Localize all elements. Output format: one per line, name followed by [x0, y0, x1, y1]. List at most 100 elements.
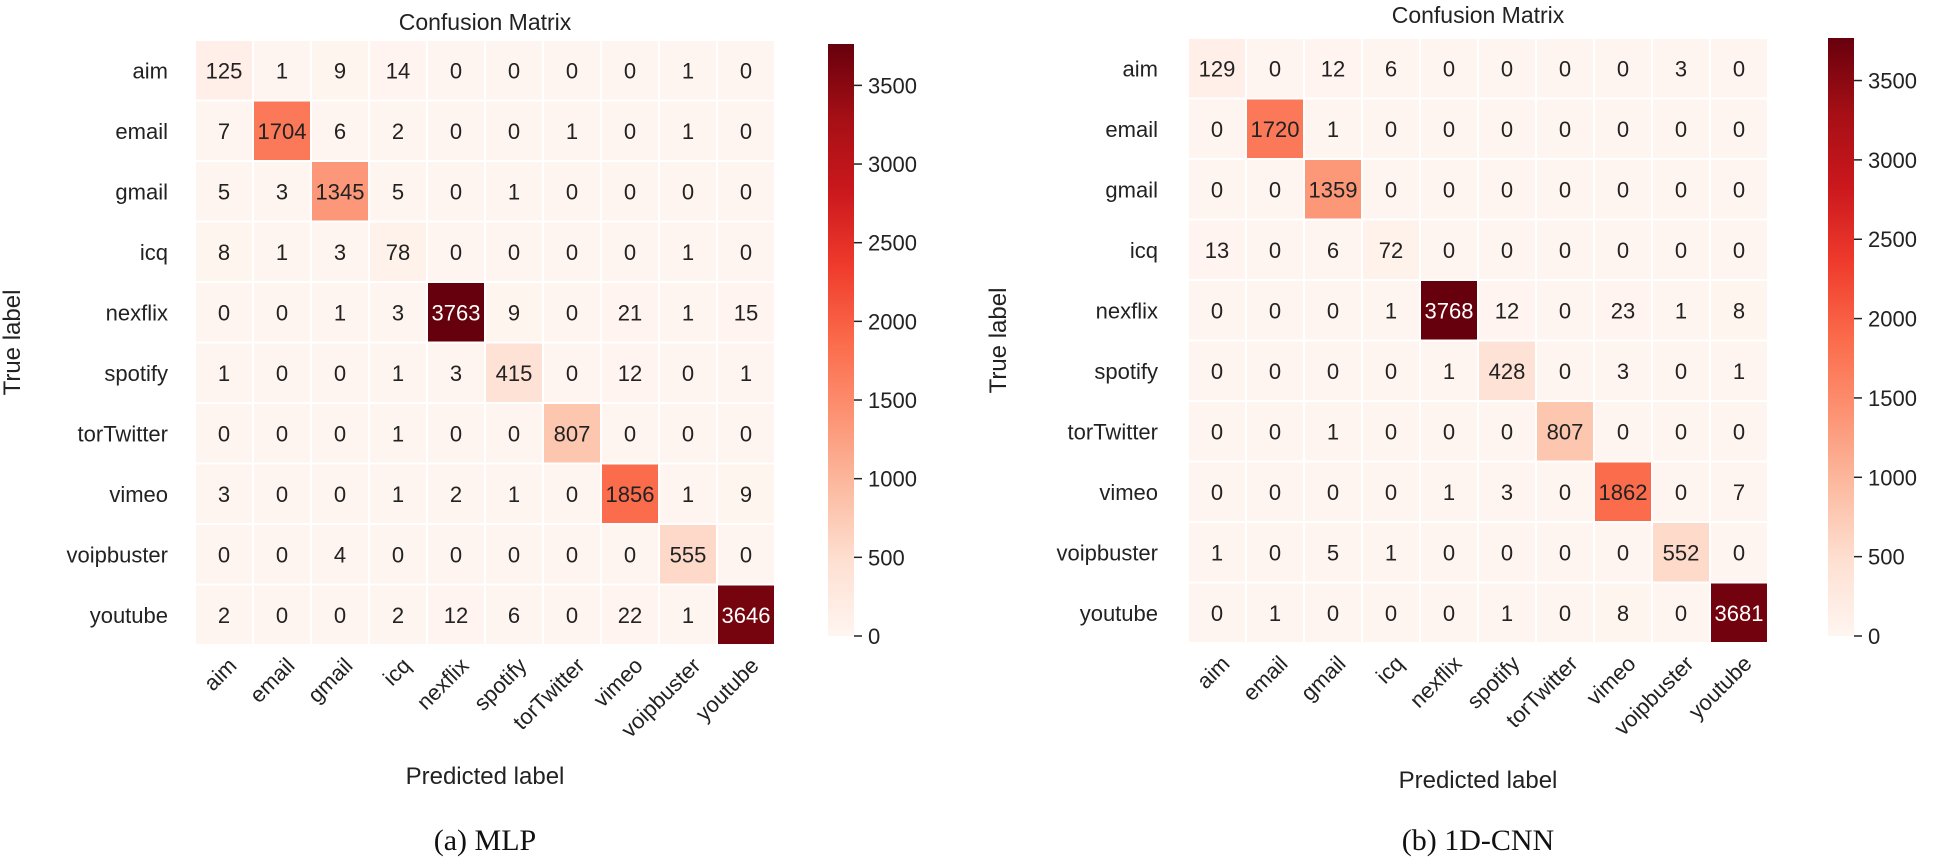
heatmap-cell	[1651, 218, 1711, 281]
cell-value-label: 1	[682, 300, 694, 325]
cell-value-label: 13	[1205, 238, 1229, 263]
cell-value-label: 0	[1617, 56, 1629, 81]
cell-value-label: 1359	[1309, 177, 1358, 202]
cell-value-label: 1	[276, 240, 288, 265]
heatmap-cell	[1419, 460, 1479, 523]
cell-value-label: 6	[1327, 238, 1339, 263]
cell-value-label: 0	[1269, 56, 1281, 81]
cell-value-label: 0	[334, 482, 346, 507]
heatmap-cell	[716, 160, 776, 223]
cell-value-label: 0	[334, 421, 346, 446]
heatmap-cell	[484, 523, 544, 586]
cell-value-label: 1	[682, 603, 694, 628]
colorbar-tick-label: 1500	[868, 388, 917, 413]
heatmap-cell	[1709, 400, 1769, 463]
cell-value-label: 0	[508, 421, 520, 446]
chart-title: Confusion Matrix	[399, 9, 572, 35]
cell-value-label: 1	[276, 58, 288, 83]
colorbar-tick-label: 1000	[868, 467, 917, 492]
cell-value-label: 72	[1379, 238, 1403, 263]
heatmap-cell	[1419, 521, 1479, 584]
heatmap-cell	[658, 523, 718, 586]
mlp-confusion-matrix-panel: 125 1 9 14 0 0 0 0 1 07 1704 6 2 0 0 1 0 1 05 3 1345 5 0 1 0 0 0 08…	[0, 9, 917, 857]
cell-value-label: 807	[1547, 419, 1584, 444]
cell-value-label: 0	[1617, 238, 1629, 263]
cell-value-label: 1856	[606, 482, 655, 507]
cell-value-label: 0	[1269, 238, 1281, 263]
heatmap-cell	[1303, 581, 1363, 644]
heatmap-cell	[1187, 158, 1247, 221]
cell-value-label: 6	[1385, 56, 1397, 81]
cell-value-label: 0	[1385, 359, 1397, 384]
x-axis-label: Predicted label	[406, 763, 565, 790]
cell-value-label: 0	[566, 361, 578, 386]
heatmap-cell	[600, 99, 660, 162]
cell-value-label: 0	[624, 542, 636, 567]
cell-value-label: 0	[1501, 540, 1513, 565]
y-tick-label: email	[1105, 117, 1158, 142]
heatmap-cell	[1535, 218, 1595, 281]
cell-value-label: 0	[1559, 601, 1571, 626]
cell-value-label: 8	[1617, 601, 1629, 626]
cell-value-label: 0	[1327, 359, 1339, 384]
cnn-confusion-matrix-panel: 129 0 12 6 0 0 0 0 3 00 1720 1 0 0 0 0 0 0 00 0 1359 0 0 0 0 0 0 01…	[985, 2, 1917, 857]
cell-value-label: 0	[392, 542, 404, 567]
cell-value-label: 23	[1611, 298, 1635, 323]
heatmap-cell	[310, 462, 370, 525]
cell-value-label: 22	[618, 603, 642, 628]
cell-value-label: 0	[450, 119, 462, 144]
cell-value-label: 3	[450, 361, 462, 386]
cell-value-label: 0	[1559, 480, 1571, 505]
cell-value-label: 0	[1327, 480, 1339, 505]
x-tick-label: email	[1238, 651, 1293, 706]
cell-value-label: 0	[566, 179, 578, 204]
colorbar	[828, 44, 854, 636]
cell-value-label: 552	[1663, 540, 1700, 565]
cell-value-label: 0	[1559, 56, 1571, 81]
cell-value-label: 3	[276, 179, 288, 204]
cell-value-label: 21	[618, 300, 642, 325]
cell-value-label: 0	[334, 361, 346, 386]
y-tick-label: aim	[1123, 56, 1158, 81]
y-tick-label: gmail	[1105, 177, 1158, 202]
cell-value-label: 0	[740, 542, 752, 567]
heatmap-cell	[716, 99, 776, 162]
cell-value-label: 2	[392, 603, 404, 628]
heatmap-cell	[1651, 581, 1711, 644]
cell-value-label: 0	[566, 300, 578, 325]
heatmap-cell	[1477, 460, 1537, 523]
y-tick-label: spotify	[104, 361, 168, 386]
heatmap-cell	[310, 160, 370, 223]
cell-value-label: 0	[1211, 419, 1223, 444]
y-tick-label: nexflix	[1096, 298, 1158, 323]
heatmap-cell	[1245, 37, 1305, 100]
cell-value-label: 12	[1321, 56, 1345, 81]
heatmap-cell	[658, 281, 718, 344]
cell-value-label: 12	[618, 361, 642, 386]
heatmap-cell	[368, 402, 428, 465]
y-tick-label: icq	[140, 240, 168, 265]
heatmap-cell	[1361, 37, 1421, 100]
cell-value-label: 0	[1443, 419, 1455, 444]
cell-value-label: 1862	[1599, 480, 1648, 505]
colorbar-tick-label: 0	[868, 624, 880, 649]
cell-value-label: 0	[566, 603, 578, 628]
heatmap-cell	[1477, 158, 1537, 221]
cell-value-label: 0	[566, 542, 578, 567]
heatmap-cell	[310, 583, 370, 646]
cell-value-label: 0	[1675, 419, 1687, 444]
x-tick-label: nexflix	[412, 653, 474, 715]
cell-value-label: 1	[1269, 601, 1281, 626]
cell-value-label: 0	[1675, 480, 1687, 505]
cell-value-label: 0	[1501, 419, 1513, 444]
cell-value-label: 0	[1443, 177, 1455, 202]
cell-value-label: 0	[1559, 298, 1571, 323]
heatmap-cell	[1709, 339, 1769, 402]
cell-value-label: 8	[1733, 298, 1745, 323]
y-tick-label: vimeo	[109, 482, 168, 507]
heatmap-cell	[310, 39, 370, 102]
heatmap-cell	[1303, 279, 1363, 342]
heatmap-cell	[484, 583, 544, 646]
cell-value-label: 8	[218, 240, 230, 265]
